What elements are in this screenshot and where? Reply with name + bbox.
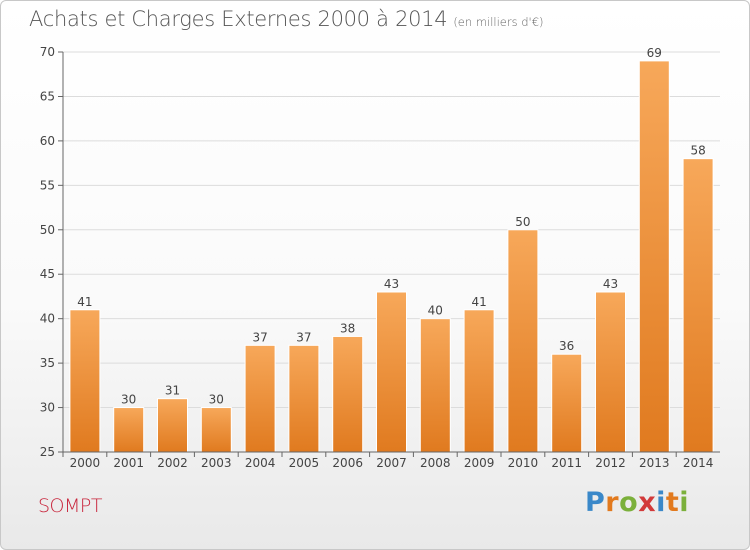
x-axis: 2000 2001 2002 2003 2004 2005 2006 2007 2008 2009…	[62, 451, 720, 470]
value-label-2012: 43	[603, 277, 618, 291]
value-label-2002: 31	[165, 384, 180, 398]
logo-letter: x	[638, 487, 657, 518]
bar-2012	[595, 291, 626, 453]
y-tick-label: 60	[40, 134, 55, 148]
x-tick-label-2002: 2002	[157, 456, 188, 470]
value-label-2007: 43	[384, 277, 399, 291]
value-label-2006: 38	[340, 321, 355, 335]
y-tick-label: 35	[40, 356, 55, 370]
value-label-2011: 36	[559, 339, 574, 353]
y-tick-label: 25	[40, 445, 55, 459]
bar-2013	[638, 60, 670, 453]
value-label-2000: 41	[77, 295, 92, 309]
logo-letter: o	[619, 487, 639, 518]
x-tick-label-2011: 2011	[551, 456, 582, 470]
logo-letter: i	[679, 487, 690, 518]
value-label-2003: 30	[209, 393, 224, 407]
value-labels: 41 30 31 30 37 37 38 43 40 41 50 36 43 69 58	[77, 46, 705, 407]
chart-unit: (en milliers d'€)	[453, 15, 544, 29]
x-tick-label-2008: 2008	[420, 456, 451, 470]
x-tick-label-2001: 2001	[113, 456, 144, 470]
bar-2010	[507, 229, 539, 453]
logo-letter: t	[665, 487, 680, 518]
value-label-2004: 37	[252, 330, 267, 344]
bar-2009	[463, 309, 495, 453]
value-label-2008: 40	[428, 304, 443, 318]
value-label-2010: 50	[515, 215, 530, 229]
x-tick-label-2004: 2004	[245, 456, 276, 470]
y-axis: 25 30 35 40 45 50 55 60 65 70	[40, 45, 64, 459]
x-tick-label-2006: 2006	[332, 456, 363, 470]
x-tick-label-2010: 2010	[508, 456, 539, 470]
bar-2008	[419, 318, 451, 453]
y-tick-label: 45	[40, 267, 55, 281]
proxiti-logo: Proxiti	[585, 487, 689, 518]
y-tick-label: 30	[40, 401, 55, 415]
bar-2003	[200, 407, 232, 453]
bar-2014	[682, 158, 714, 453]
y-tick-label: 70	[40, 45, 55, 59]
bar-2006	[332, 335, 364, 453]
x-tick-label-2007: 2007	[376, 456, 407, 470]
x-tick-label-2003: 2003	[201, 456, 232, 470]
x-tick-label-2013: 2013	[639, 456, 670, 470]
chart-title: Achats et Charges Externes 2000 à 2014 (e…	[29, 7, 544, 31]
x-tick-label-2009: 2009	[464, 456, 495, 470]
y-tick-label: 65	[40, 89, 55, 103]
y-tick-label: 50	[40, 223, 55, 237]
value-label-2005: 37	[296, 330, 311, 344]
y-tick-label: 40	[40, 312, 55, 326]
x-tick-label-2012: 2012	[595, 456, 626, 470]
chart-title-text: Achats et Charges Externes 2000 à 2014	[29, 7, 448, 31]
logo-letter: r	[605, 487, 620, 518]
bar-2005	[288, 344, 320, 453]
y-tick-label: 55	[40, 178, 55, 192]
location-name: SOMPT	[38, 495, 102, 517]
value-label-2013: 69	[647, 46, 662, 60]
bar-2000	[69, 309, 101, 453]
bar-2011	[551, 353, 583, 453]
bar-2002	[157, 398, 188, 453]
value-label-2009: 41	[471, 295, 486, 309]
x-tick-label-2005: 2005	[289, 456, 320, 470]
bar-2001	[113, 407, 145, 453]
bar-2007	[376, 291, 407, 453]
value-label-2001: 30	[121, 393, 136, 407]
bar-2004	[244, 344, 276, 453]
x-tick-label-2014: 2014	[683, 456, 714, 470]
x-tick-label-2000: 2000	[70, 456, 101, 470]
logo-letter: P	[585, 487, 606, 518]
bars	[69, 60, 714, 453]
value-label-2014: 58	[690, 144, 705, 158]
logo-letter: i	[656, 487, 666, 518]
